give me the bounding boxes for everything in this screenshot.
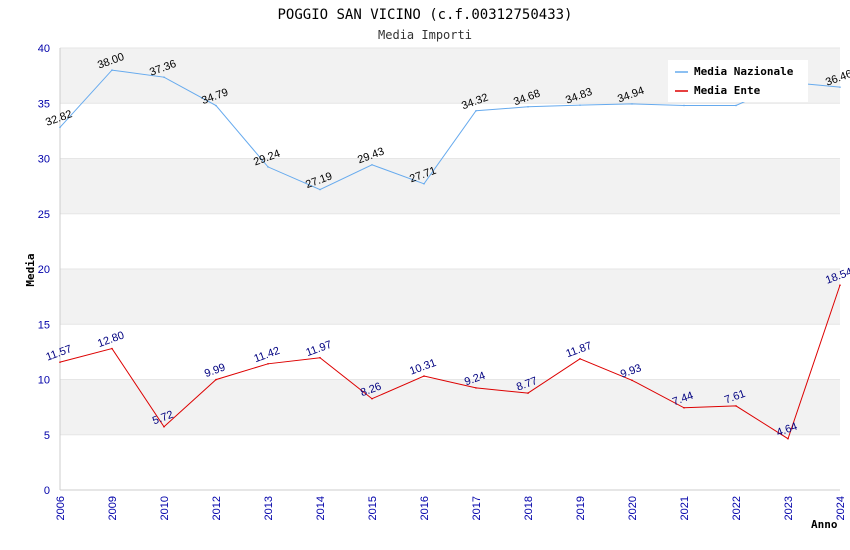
data-point bbox=[631, 103, 633, 105]
chart-subtitle: Media Importi bbox=[378, 28, 472, 42]
x-tick-label: 2021 bbox=[679, 496, 691, 520]
x-tick-label: 2009 bbox=[107, 496, 119, 520]
data-point bbox=[267, 166, 269, 168]
data-point bbox=[163, 425, 165, 428]
x-tick-label: 2022 bbox=[731, 496, 743, 520]
data-point bbox=[163, 76, 165, 78]
data-label: 10.31 bbox=[408, 357, 438, 378]
y-tick-label: 10 bbox=[38, 375, 50, 387]
data-point bbox=[475, 109, 477, 112]
x-tick-label: 2014 bbox=[315, 496, 327, 520]
legend-label-ente: Media Ente bbox=[694, 84, 761, 97]
data-label: 11.42 bbox=[252, 345, 281, 365]
y-tick-label: 30 bbox=[38, 154, 50, 166]
data-point bbox=[839, 284, 841, 286]
data-label: 12.80 bbox=[96, 329, 126, 350]
data-point bbox=[423, 183, 425, 185]
data-point bbox=[59, 361, 61, 363]
data-point bbox=[111, 347, 113, 350]
x-tick-label: 2019 bbox=[575, 496, 587, 520]
data-point bbox=[683, 406, 685, 409]
data-point bbox=[423, 375, 425, 377]
data-point bbox=[59, 126, 61, 129]
x-tick-label: 2013 bbox=[263, 496, 275, 520]
data-point bbox=[527, 105, 529, 108]
data-point bbox=[371, 163, 373, 166]
x-axis-label: Anno bbox=[811, 518, 838, 531]
x-ticks: 2006 2009 2010 2012 2013 2014 2015 2016 2017 2018… bbox=[55, 496, 847, 520]
y-tick-label: 0 bbox=[44, 485, 50, 497]
grid-band bbox=[60, 158, 840, 214]
data-point bbox=[215, 104, 217, 107]
x-tick-label: 2018 bbox=[523, 496, 535, 520]
data-point bbox=[475, 387, 477, 389]
y-axis-label: Media bbox=[24, 253, 37, 286]
legend-label-nazionale: Media Nazionale bbox=[694, 65, 794, 78]
data-label: 9.93 bbox=[619, 362, 643, 381]
y-tick-label: 25 bbox=[38, 209, 50, 221]
data-label: 11.87 bbox=[564, 340, 593, 360]
data-point bbox=[527, 392, 529, 394]
chart-title: POGGIO SAN VICINO (c.f.00312750433) bbox=[277, 7, 572, 23]
x-tick-label: 2015 bbox=[367, 496, 379, 520]
data-point bbox=[579, 358, 581, 360]
legend: Media Nazionale Media Ente bbox=[668, 60, 808, 102]
grid-band bbox=[60, 379, 840, 435]
x-tick-label: 2016 bbox=[419, 496, 431, 520]
data-point bbox=[579, 104, 581, 106]
grid-band bbox=[60, 269, 840, 325]
y-tick-label: 20 bbox=[38, 264, 50, 276]
data-point bbox=[267, 363, 269, 365]
data-point bbox=[787, 437, 789, 440]
x-tick-label: 2024 bbox=[835, 496, 847, 520]
legend-box bbox=[668, 60, 808, 102]
series-line-0 bbox=[59, 69, 841, 191]
data-label: 11.97 bbox=[304, 339, 333, 359]
x-tick-label: 2020 bbox=[627, 496, 639, 520]
data-point bbox=[319, 188, 321, 191]
data-point bbox=[735, 104, 737, 107]
grid-bands bbox=[60, 48, 840, 435]
data-point bbox=[371, 397, 373, 400]
data-point bbox=[215, 378, 217, 381]
data-point bbox=[111, 69, 113, 71]
x-tick-label: 2017 bbox=[471, 496, 483, 520]
y-tick-label: 40 bbox=[38, 43, 50, 55]
x-tick-label: 2012 bbox=[211, 496, 223, 520]
data-label: 32.82 bbox=[44, 108, 74, 129]
y-tick-label: 15 bbox=[38, 319, 50, 331]
data-point bbox=[631, 379, 633, 382]
data-point bbox=[683, 104, 685, 107]
x-tick-label: 2023 bbox=[783, 496, 795, 520]
y-ticks: 0 5 10 15 20 25 30 35 40 bbox=[38, 43, 50, 497]
series-line-1 bbox=[59, 284, 841, 440]
x-tick-label: 2006 bbox=[55, 496, 67, 520]
data-label: 11.57 bbox=[44, 343, 73, 363]
data-point bbox=[319, 356, 321, 359]
x-tick-label: 2010 bbox=[159, 496, 171, 520]
y-tick-label: 5 bbox=[44, 430, 50, 442]
data-point bbox=[839, 86, 841, 88]
data-point bbox=[735, 405, 737, 407]
y-tick-label: 35 bbox=[38, 98, 50, 110]
